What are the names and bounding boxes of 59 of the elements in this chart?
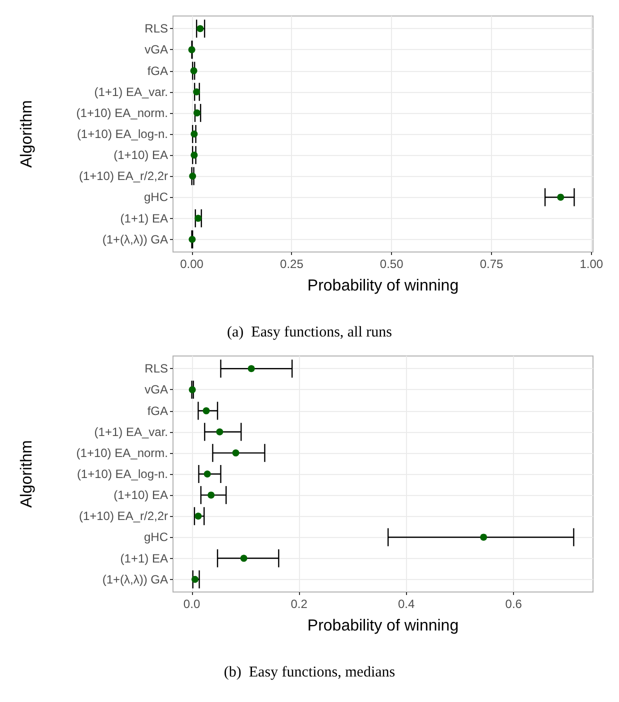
point <box>189 172 196 180</box>
y-tick-label: vGA <box>144 382 168 397</box>
point <box>208 492 215 499</box>
x-tick-label: 0.50 <box>380 257 404 271</box>
y-tick-label: vGA <box>144 42 168 57</box>
y-tick-label: (1+(λ,λ)) GA <box>102 572 168 586</box>
point <box>196 25 204 32</box>
y-tick-label: RLS <box>144 362 168 376</box>
y-tick-label: (1+10) EA_r/2,2r <box>78 169 168 184</box>
x-tick-label: 1.00 <box>580 257 604 271</box>
point <box>557 194 564 201</box>
x-tick-label: 0.2 <box>290 597 308 611</box>
y-tick-label: (1+10) EA <box>114 488 168 502</box>
y-tick-label: (1+1) EA <box>120 551 168 566</box>
point <box>190 130 198 138</box>
point <box>216 428 224 436</box>
y-tick-label: (1+10) EA_r/2,2r <box>78 509 168 524</box>
y-tick-label: fGA <box>147 404 168 418</box>
point <box>188 386 196 394</box>
point <box>190 152 198 159</box>
y-tick-label: (1+10) EA_log-n. <box>76 467 168 481</box>
point <box>202 407 210 414</box>
point <box>248 365 255 372</box>
text: (b) Easy functions, medians <box>224 664 396 680</box>
y-axis-title: Algorithm <box>18 100 36 168</box>
y-tick-label: (1+1) EA_var. <box>94 84 168 99</box>
y-tick-label: (1+10) EA_log-n. <box>76 127 168 141</box>
y-tick-label: gHC <box>144 530 168 544</box>
point <box>188 236 196 243</box>
y-tick-label: gHC <box>144 190 168 204</box>
y-tick-label: (1+10) EA_norm. <box>76 446 168 460</box>
y-tick-label: fGA <box>147 64 168 78</box>
y-tick-label: (1+10) EA_norm. <box>76 106 168 120</box>
point <box>190 67 198 74</box>
x-tick-label: 0.4 <box>398 597 415 611</box>
point <box>194 214 202 222</box>
x-tick-label: 0.6 <box>505 597 522 611</box>
point <box>480 534 488 541</box>
point <box>193 88 200 96</box>
y-tick-label: (1+(λ,λ)) GA <box>102 232 168 246</box>
point <box>188 46 196 54</box>
point <box>193 109 200 116</box>
y-tick-label: (1+1) EA_var. <box>94 424 168 439</box>
x-tick-label: 0.0 <box>183 597 200 611</box>
point <box>240 554 248 562</box>
x-tick-label: 0.25 <box>280 257 304 271</box>
x-axis-title: Probability of winning <box>307 618 459 634</box>
y-tick-label: (1+10) EA <box>114 148 168 162</box>
point <box>204 470 211 478</box>
text: (a) Easy functions, all runs <box>227 324 392 340</box>
y-tick-label: RLS <box>144 22 168 36</box>
point <box>232 449 240 456</box>
x-axis-title: Probability of winning <box>307 278 459 294</box>
point <box>194 512 202 520</box>
y-tick-label: (1+1) EA <box>120 211 168 226</box>
y-axis-title: Algorithm <box>18 440 36 508</box>
x-tick-label: 0.75 <box>480 257 504 271</box>
point <box>192 576 198 583</box>
x-tick-label: 0.00 <box>180 257 204 271</box>
